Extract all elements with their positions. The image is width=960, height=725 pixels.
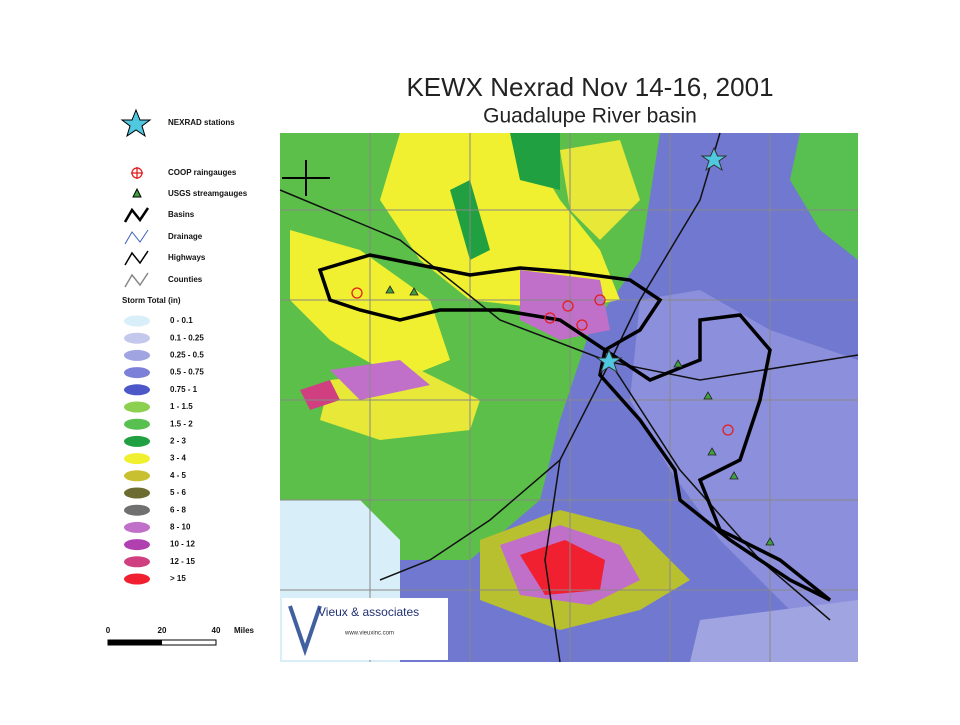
legend-class-label: 0.5 - 0.75 [170, 368, 204, 377]
legend-swatch [124, 487, 150, 499]
legend-swatch [124, 556, 150, 568]
blue-area [630, 290, 858, 620]
legend-swatch [124, 349, 150, 361]
legend-swatch [124, 332, 150, 344]
legend-symbol [132, 187, 142, 198]
legend-class-label: 10 - 12 [170, 540, 195, 549]
legend-label: Drainage [168, 232, 203, 241]
legend-symbol [131, 167, 143, 179]
legend-class-label: 1 - 1.5 [170, 402, 193, 411]
title: KEWX Nexrad Nov 14-16, 2001 [406, 72, 773, 102]
legend-label: COOP raingauges [168, 168, 237, 177]
legend-class-label: 4 - 5 [170, 471, 187, 480]
legend-symbol [124, 250, 149, 266]
legend-class-label: 12 - 15 [170, 557, 195, 566]
legend-class-label: 0 - 0.1 [170, 316, 193, 325]
legend-class-label: 8 - 10 [170, 523, 191, 532]
legend-swatch [124, 504, 150, 516]
yellow-area [380, 133, 620, 310]
legend-class-label: 2 - 3 [170, 437, 187, 446]
legend-swatch [124, 539, 150, 551]
legend-swatch [124, 401, 150, 413]
radar-map: Vieux & associates www.vieuxinc.com [279, 132, 859, 663]
legend-symbol [123, 207, 150, 223]
legend: NEXRAD stations COOP raingauges USGS strea… [120, 108, 248, 585]
yellow-area [560, 140, 640, 240]
green-area [790, 133, 858, 260]
legend-swatch [124, 470, 150, 482]
legend-heading: Storm Total (in) [122, 296, 181, 305]
streamgauges [385, 285, 775, 546]
basin-outline [317, 253, 832, 602]
nexrad-station [700, 146, 728, 172]
logo-box [282, 598, 448, 660]
red-area [520, 540, 605, 595]
legend-label: USGS streamgauges [168, 189, 248, 198]
red-area [300, 380, 340, 410]
legend-class-label: 0.75 - 1 [170, 385, 198, 394]
legend-swatch [124, 573, 150, 585]
legend-swatch [124, 435, 150, 447]
legend-swatch [124, 521, 150, 533]
legend-class-label: 1.5 - 2 [170, 419, 193, 428]
raingauges [351, 287, 734, 436]
legend-class-label: 0.25 - 0.5 [170, 351, 204, 360]
legend-label: Basins [168, 210, 195, 219]
legend-symbol [120, 108, 152, 138]
scale-segment [108, 640, 162, 645]
legend-class-label: 6 - 8 [170, 505, 187, 514]
legend-swatch [124, 315, 150, 327]
legend-class-label: > 15 [170, 574, 186, 583]
scale-label: 0 [106, 626, 111, 635]
pink-area [330, 360, 430, 400]
scale-label: 20 [158, 626, 167, 635]
scale-unit: Miles [234, 626, 255, 635]
nexrad-station [595, 348, 623, 374]
legend-class-label: 3 - 4 [170, 454, 187, 463]
legend-symbol [124, 229, 149, 245]
logo-url: www.vieuxinc.com [344, 631, 394, 637]
legend-swatch [124, 384, 150, 396]
legend-class-label: 0.1 - 0.25 [170, 333, 204, 342]
pink-area [520, 270, 610, 340]
subtitle: Guadalupe River basin [483, 105, 697, 128]
blue-area [690, 600, 858, 662]
green-dark [510, 133, 560, 190]
logo-name: Vieux & associates [318, 605, 419, 619]
scale-label: 40 [212, 626, 221, 635]
legend-swatch [124, 453, 150, 465]
logo-mark [288, 605, 322, 657]
legend-label: Counties [168, 275, 203, 284]
legend-swatch [124, 418, 150, 430]
legend-symbol [124, 272, 149, 288]
legend-label: NEXRAD stations [168, 118, 235, 127]
legend-label: Highways [168, 253, 206, 262]
north-arrow [282, 160, 330, 196]
scale-bar [107, 639, 217, 646]
legend-class-label: 5 - 6 [170, 488, 187, 497]
county-lines [280, 133, 858, 662]
legend-swatch [124, 367, 150, 379]
